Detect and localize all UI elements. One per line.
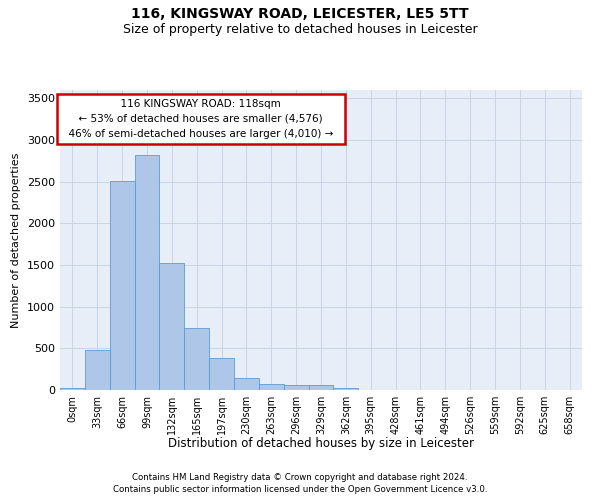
Text: 116, KINGSWAY ROAD, LEICESTER, LE5 5TT: 116, KINGSWAY ROAD, LEICESTER, LE5 5TT [131,8,469,22]
Bar [110,181,134,390]
Bar [160,264,184,390]
Text: Size of property relative to detached houses in Leicester: Size of property relative to detached ho… [122,22,478,36]
Text: Contains HM Land Registry data © Crown copyright and database right 2024.: Contains HM Land Registry data © Crown c… [132,472,468,482]
Text: 116 KINGSWAY ROAD: 118sqm  
  ← 53% of detached houses are smaller (4,576)  
  4: 116 KINGSWAY ROAD: 118sqm ← 53% of detac… [62,99,340,138]
Text: Contains public sector information licensed under the Open Government Licence v3: Contains public sector information licen… [113,485,487,494]
Bar [134,155,160,390]
Bar [209,358,234,390]
Bar [284,386,308,390]
Bar [234,378,259,390]
Bar [334,388,358,390]
Bar [60,388,85,390]
Bar [308,386,334,390]
Y-axis label: Number of detached properties: Number of detached properties [11,152,22,328]
Bar [85,350,110,390]
Bar [184,328,209,390]
Bar [259,384,284,390]
Text: Distribution of detached houses by size in Leicester: Distribution of detached houses by size … [168,438,474,450]
